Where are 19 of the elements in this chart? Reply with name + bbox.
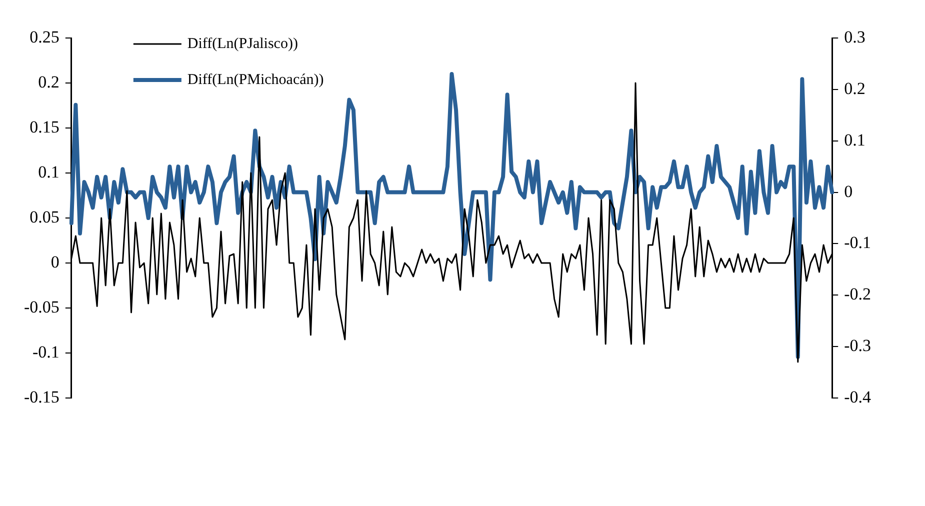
y2-tick-label: -0.2 [844,284,872,304]
y2-tick-label: -0.4 [844,387,872,406]
y-tick-label: 0.25 [30,27,60,46]
y-tick-label: -0.05 [24,297,60,316]
y-tick-label: 0.15 [30,117,60,136]
y-tick-label: 0 [50,252,60,272]
y2-tick-label: 0.3 [844,27,866,46]
y-tick-label: 0.1 [38,162,60,182]
y-tick-label: 0.2 [38,72,60,92]
y2-tick-label: 0.1 [844,130,866,150]
y-tick-label: -0.1 [32,342,60,362]
y2-tick-label: -0.3 [844,336,872,356]
y2-tick-label: 0.2 [844,78,866,98]
legend-label: Diff(Ln(PJalisco)) [187,36,298,52]
legend-label: Diff(Ln(PMichoacán)) [187,72,324,88]
y2-tick-label: -0.1 [844,233,872,252]
y-tick-label: -0.15 [24,387,60,406]
y2-tick-label: 0 [844,182,853,201]
y-tick-label: 0.05 [30,207,60,226]
